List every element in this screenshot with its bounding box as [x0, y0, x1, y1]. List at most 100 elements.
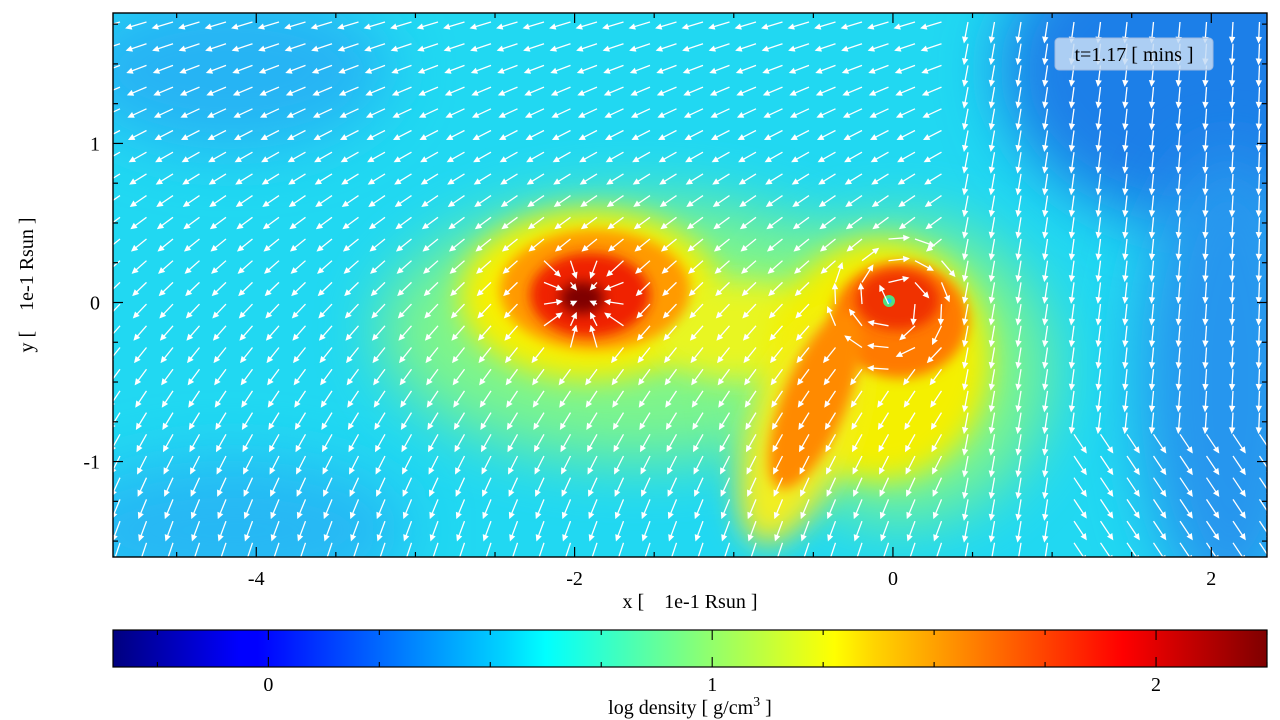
- velocity-arrow-head: [713, 244, 722, 252]
- velocity-arrow-head: [243, 511, 250, 520]
- velocity-arrow-head: [268, 444, 276, 453]
- velocity-arrow-head: [1202, 166, 1209, 174]
- velocity-arrow: [1205, 542, 1217, 557]
- velocity-arrow-head: [633, 200, 641, 207]
- velocity-arrow-head: [350, 534, 357, 542]
- velocity-arrow-head: [191, 556, 194, 557]
- velocity-arrow-head: [694, 534, 701, 542]
- velocity-arrow-head: [164, 489, 170, 497]
- velocity-arrow-head: [768, 289, 776, 297]
- velocity-arrow-head: [773, 511, 780, 520]
- velocity-arrow-head: [423, 267, 431, 274]
- velocity-arrow-head: [323, 511, 330, 520]
- velocity-arrow-head: [800, 511, 807, 520]
- low-density-region-lower-left: [113, 460, 410, 557]
- velocity-arrow-head: [288, 200, 297, 207]
- velocity-arrow-head: [1175, 275, 1182, 283]
- velocity-arrow-head: [868, 89, 877, 96]
- velocity-arrow-head: [713, 222, 721, 230]
- velocity-arrow-head: [1175, 79, 1182, 87]
- velocity-arrow-head: [611, 378, 619, 386]
- velocity-arrow-head: [961, 231, 969, 239]
- velocity-arrow-head: [818, 200, 827, 207]
- velocity-arrow-head: [342, 244, 351, 252]
- velocity-arrow-head: [1186, 446, 1193, 454]
- velocity-arrow-head: [1015, 275, 1022, 283]
- velocity-arrow-head: [161, 400, 169, 408]
- velocity-arrow-head: [476, 289, 484, 297]
- velocity-arrow-head: [664, 355, 671, 364]
- velocity-arrow-head: [667, 489, 674, 497]
- velocity-arrow-head: [205, 45, 213, 52]
- velocity-arrow-head: [659, 178, 667, 185]
- velocity-arrow-head: [1186, 467, 1193, 476]
- velocity-arrow-head: [341, 178, 349, 185]
- velocity-arrow-head: [639, 422, 646, 431]
- velocity-arrow-head: [639, 444, 647, 453]
- velocity-arrow-head: [263, 244, 271, 252]
- velocity-arrow-head: [570, 283, 578, 291]
- velocity-arrow-head: [314, 178, 323, 185]
- velocity-arrow-head: [988, 253, 996, 261]
- velocity-arrow-head: [391, 89, 400, 96]
- velocity-arrow-head: [1095, 383, 1102, 391]
- right-core-red: [856, 270, 940, 330]
- velocity-arrow-head: [561, 511, 568, 520]
- velocity-arrow-head: [337, 23, 345, 30]
- velocity-arrow-head: [790, 134, 798, 140]
- velocity-arrow-head: [132, 311, 140, 319]
- velocity-arrow-head: [113, 512, 118, 519]
- velocity-arrow-head: [417, 67, 426, 74]
- velocity-arrow-head: [342, 222, 350, 230]
- velocity-arrow-head: [797, 400, 805, 408]
- velocity-arrow-head: [182, 200, 191, 207]
- velocity-arrow-head: [869, 134, 878, 140]
- velocity-arrow-head: [1148, 362, 1156, 369]
- velocity-arrow-head: [602, 45, 610, 52]
- velocity-arrow-head: [640, 467, 647, 475]
- velocity-arrow-head: [1068, 361, 1076, 369]
- velocity-arrow-head: [636, 333, 644, 341]
- velocity-arrow-head: [1159, 467, 1167, 476]
- velocity-arrow-head: [824, 422, 832, 431]
- velocity-arrow-head: [508, 489, 515, 497]
- velocity-arrow-head: [791, 178, 800, 185]
- velocity-arrow-head: [1175, 166, 1182, 174]
- velocity-arrow-head: [1015, 58, 1022, 66]
- velocity-arrow-head: [921, 67, 929, 74]
- velocity-arrow-head: [419, 134, 427, 140]
- velocity-arrow-head: [902, 255, 910, 263]
- velocity-arrow-head: [632, 178, 641, 185]
- velocity-arrow-head: [988, 275, 996, 283]
- velocity-arrow-head: [657, 111, 665, 118]
- velocity-arrow-head: [1228, 383, 1236, 391]
- velocity-arrow-head: [1015, 123, 1022, 131]
- velocity-arrow-head: [691, 378, 698, 386]
- velocity-arrow-head: [589, 271, 596, 279]
- velocity-arrow-head: [826, 467, 832, 475]
- velocity-arrow-head: [1042, 101, 1049, 109]
- velocity-arrow-head: [1255, 232, 1263, 239]
- velocity-arrow-head: [1068, 253, 1076, 261]
- velocity-arrow-head: [795, 333, 803, 341]
- velocity-arrow-head: [921, 89, 930, 96]
- velocity-arrow-head: [1228, 340, 1236, 348]
- velocity-arrow-head: [607, 222, 615, 230]
- velocity-arrow-head: [126, 89, 135, 96]
- velocity-arrow-head: [712, 200, 721, 207]
- density-heatmap: [113, 13, 1267, 557]
- velocity-arrow-head: [1122, 318, 1129, 326]
- velocity-arrow-head: [190, 467, 196, 475]
- velocity-arrow-head: [503, 311, 511, 319]
- velocity-arrow-head: [450, 311, 458, 319]
- velocity-arrow-head: [988, 209, 996, 218]
- velocity-arrow: [909, 542, 916, 557]
- velocity-arrow: [618, 542, 625, 557]
- velocity-arrow-head: [344, 311, 352, 319]
- velocity-arrow-head: [559, 400, 566, 408]
- velocity-arrow-head: [721, 534, 728, 542]
- velocity-arrow-head: [1042, 427, 1049, 435]
- velocity-arrow-head: [816, 134, 825, 140]
- velocity-arrow-head: [932, 467, 938, 475]
- velocity-arrow-head: [187, 378, 195, 386]
